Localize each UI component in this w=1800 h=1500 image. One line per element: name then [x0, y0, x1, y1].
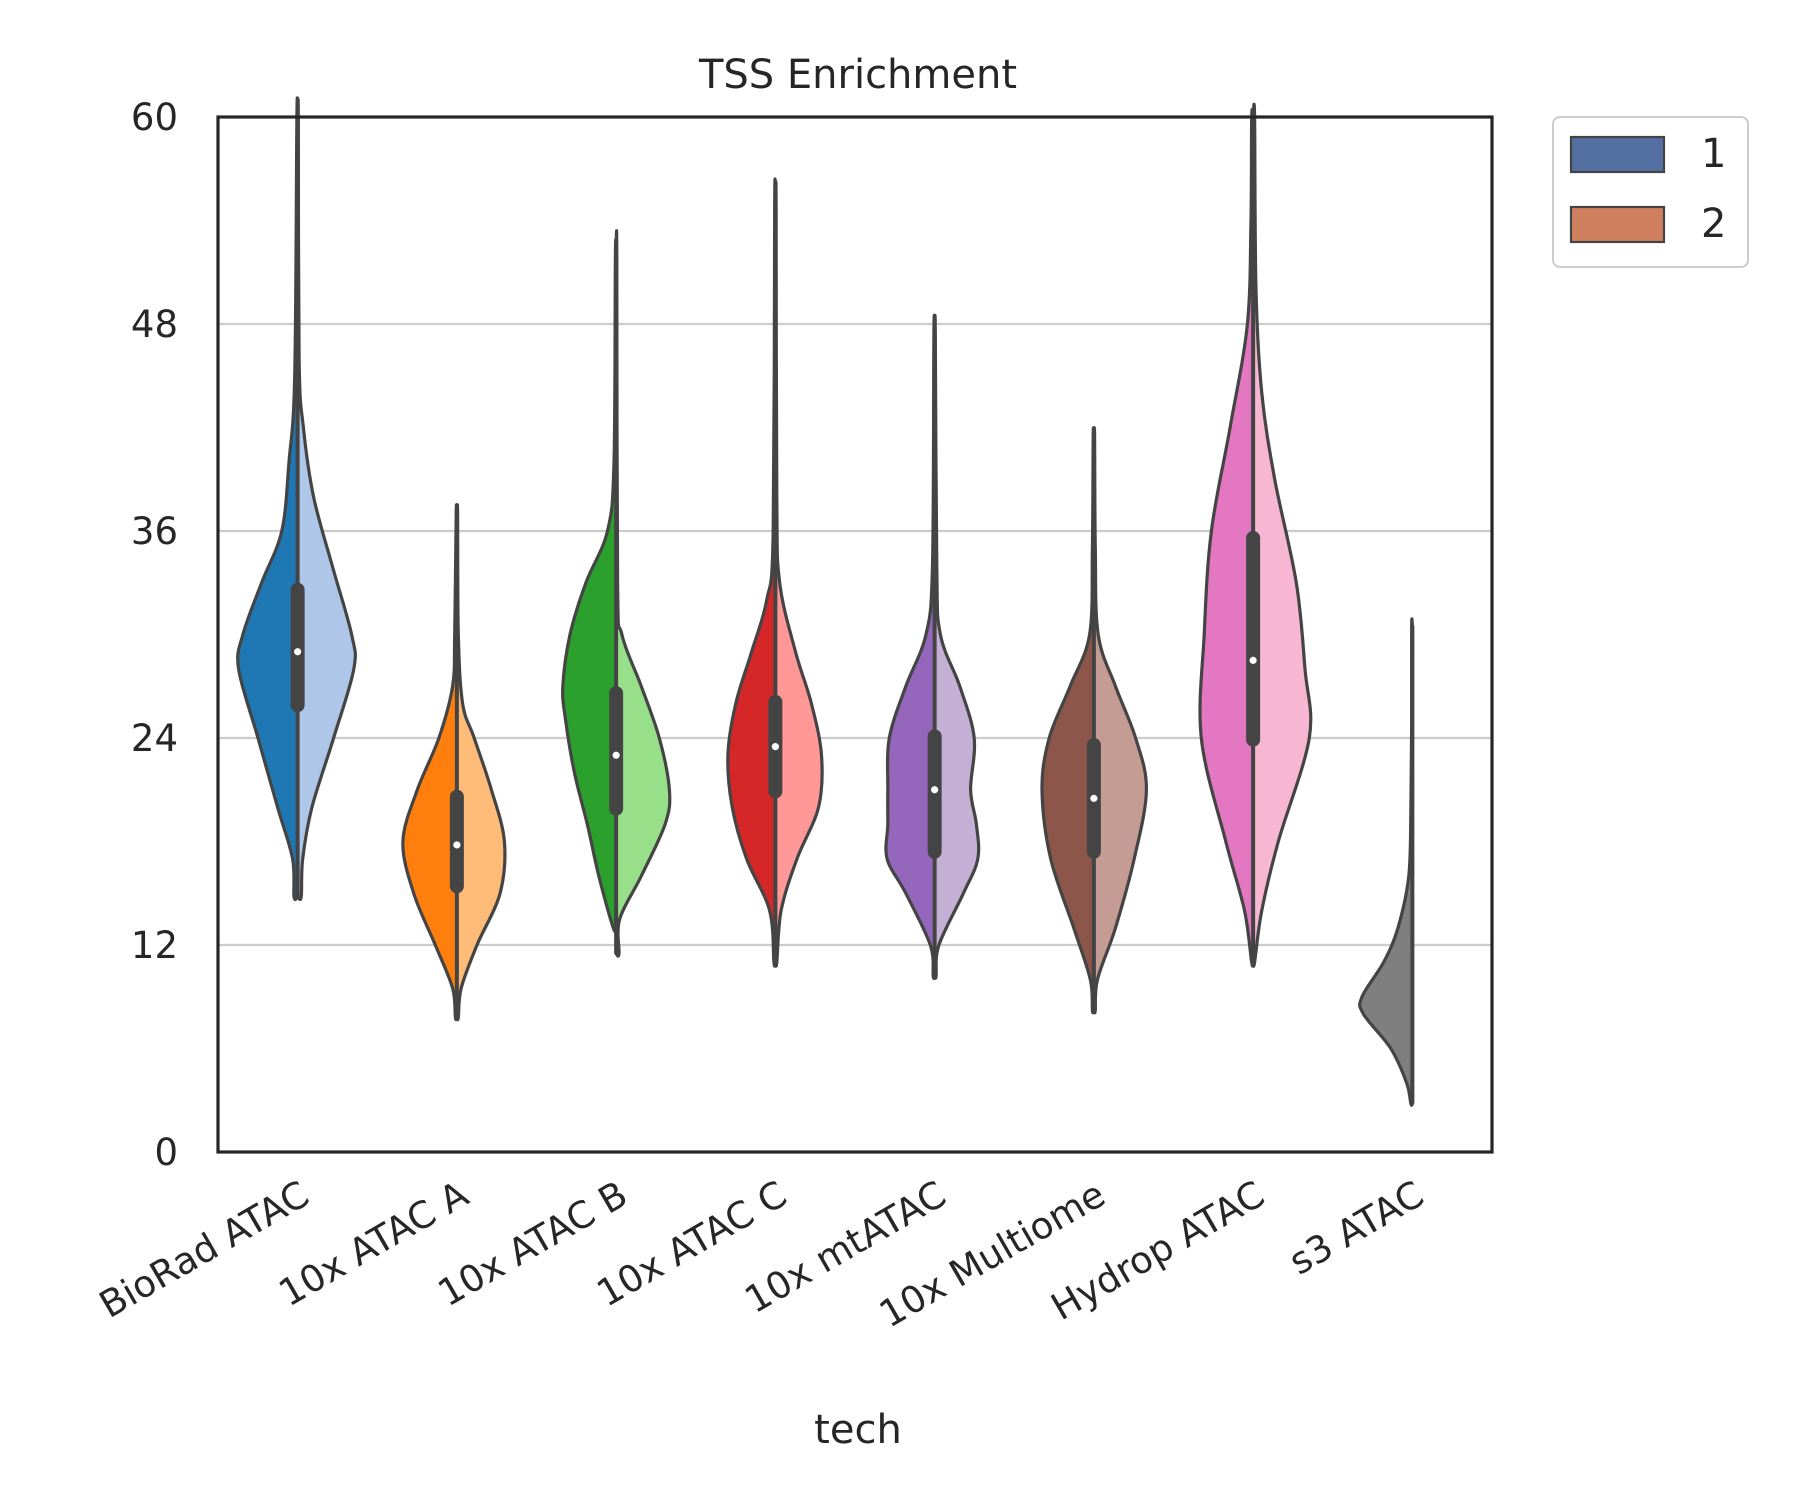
violin-right-half: [773, 180, 824, 968]
violin-left-half: [884, 313, 937, 980]
x-tick-label: BioRad ATAC: [92, 1173, 316, 1327]
violin-median-dot: [612, 751, 620, 759]
violin-right-half: [614, 229, 672, 958]
violin-left-half: [1040, 426, 1096, 1015]
y-tick-labels: 0 12 24 36 48 60: [131, 96, 178, 1174]
violin-iqr-box: [927, 729, 942, 859]
violin-hydrop-atac: [1198, 102, 1313, 968]
axes-frame: [216, 115, 1494, 1154]
violin-median-dot: [453, 841, 461, 849]
legend-label-1: 1: [1701, 131, 1726, 177]
violin-left-half: [1358, 617, 1414, 1107]
plot-border: [216, 115, 1494, 1154]
violin-10x-atac-b: [561, 229, 672, 958]
x-tick-label: s3 ATAC: [1282, 1173, 1431, 1284]
violin-left-half: [236, 96, 300, 902]
violin-biorad-atac: [236, 96, 357, 902]
legend: 12: [1552, 116, 1749, 268]
violin-median-dot: [771, 743, 779, 751]
y-tick-label: 48: [131, 303, 178, 346]
violin-10x-mtatac: [884, 313, 981, 980]
violins: [236, 96, 1415, 1107]
violin-iqr-box: [609, 686, 624, 816]
violin-right-half: [455, 503, 507, 1022]
violin-iqr-box: [1246, 531, 1261, 747]
violin-median-dot: [1249, 656, 1257, 664]
violin-left-half: [726, 177, 777, 968]
violin-right-half: [1251, 102, 1313, 968]
y-tick-label: 36: [131, 510, 178, 553]
violin-s3-atac: [1358, 617, 1415, 1107]
violin-right-half: [1092, 426, 1149, 1015]
violin-left-half: [401, 503, 459, 1022]
violin-median-dot: [1090, 794, 1098, 802]
legend-swatch-2: [1569, 205, 1666, 244]
x-axis-label: tech: [814, 1407, 902, 1453]
y-tick-label: 24: [131, 717, 178, 760]
violin-right-half: [296, 97, 357, 902]
violin-right-half: [933, 313, 981, 980]
violin-10x-atac-a: [401, 503, 507, 1022]
y-tick-label: 60: [131, 96, 178, 139]
legend-label-2: 2: [1701, 201, 1726, 247]
violin-10x-multiome: [1040, 426, 1149, 1015]
chart-title: TSS Enrichment: [698, 52, 1017, 98]
legend-swatch-1: [1569, 135, 1666, 174]
violin-median-dot: [931, 786, 939, 794]
y-tick-label: 12: [131, 924, 178, 967]
violin-left-half: [561, 238, 618, 934]
y-tick-label: 0: [154, 1131, 178, 1174]
violin-iqr-box: [290, 582, 305, 713]
violin-median-dot: [294, 648, 302, 656]
violin-left-half: [1198, 107, 1255, 968]
violin-10x-atac-c: [726, 177, 824, 968]
